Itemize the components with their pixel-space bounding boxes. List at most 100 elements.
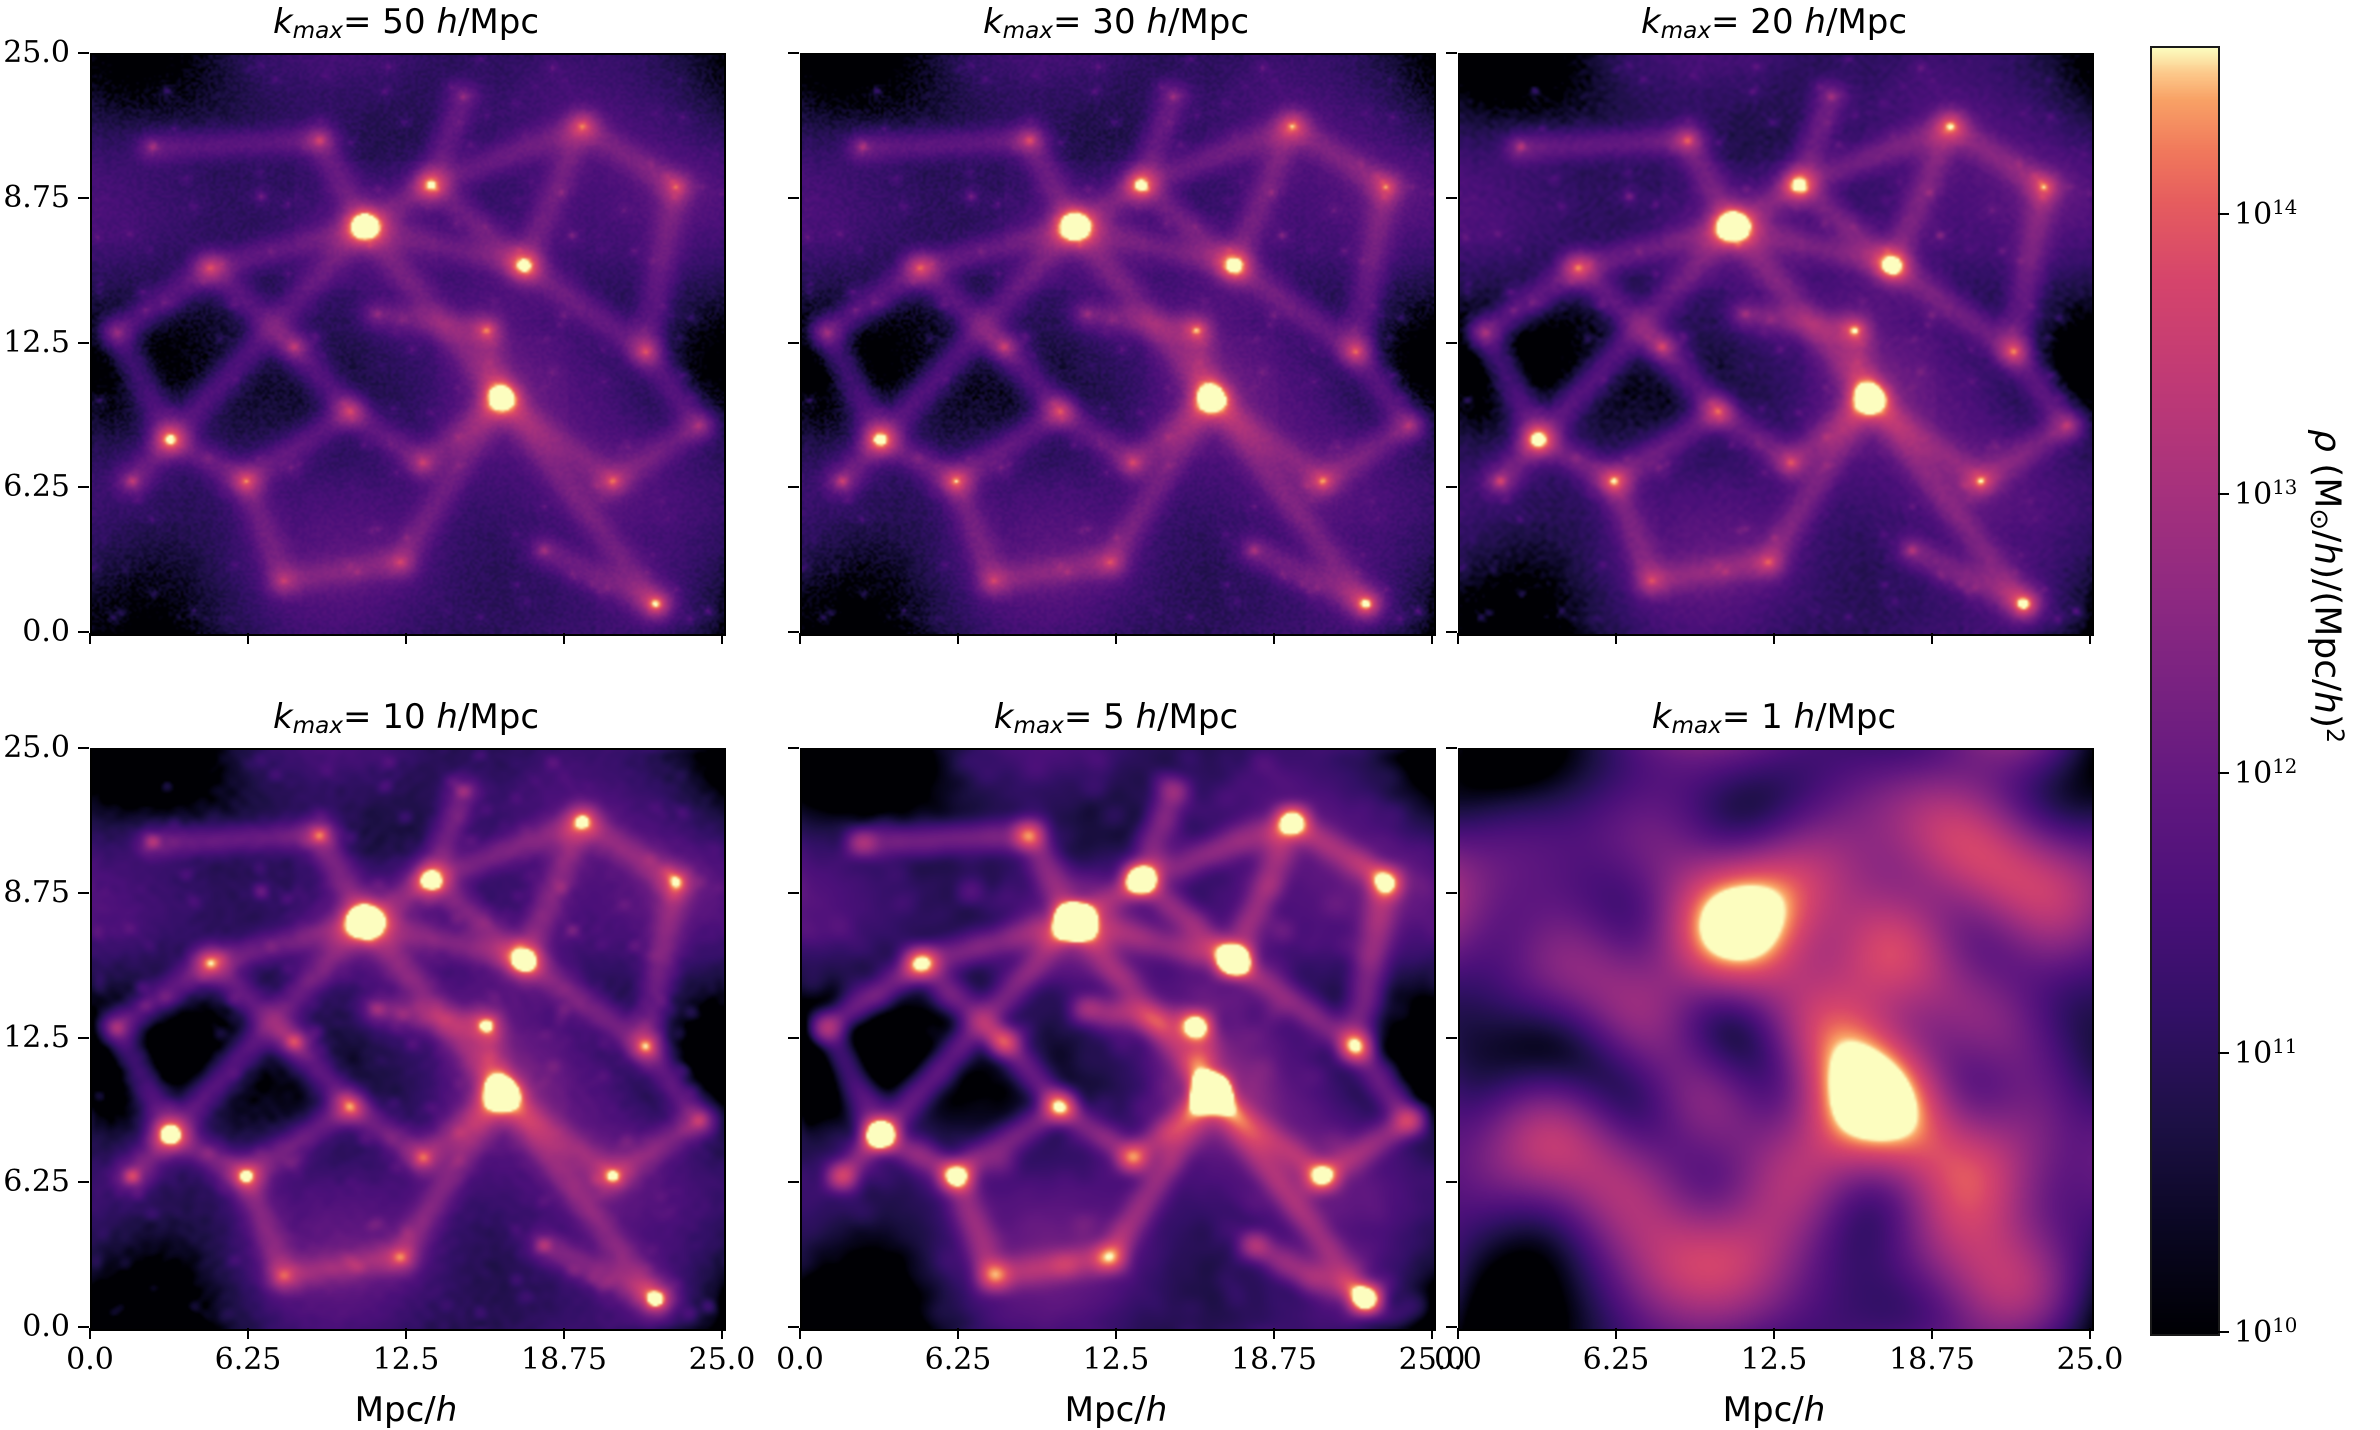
y-tick [78, 486, 89, 489]
y-tick [78, 52, 89, 54]
x-tick [1273, 633, 1275, 644]
colorbar-tick [2218, 772, 2229, 775]
x-tick-label: 18.75 [1889, 1342, 1975, 1377]
x-tick [1773, 633, 1775, 644]
y-tick-label: 6.25 [3, 469, 70, 505]
y-tick-label: 0.0 [22, 614, 70, 649]
panel-p1 [90, 53, 726, 636]
x-tick [1431, 633, 1433, 644]
y-tick [1446, 196, 1457, 199]
y-tick [788, 1181, 799, 1184]
x-tick [2089, 1328, 2091, 1339]
y-tick [1446, 1181, 1457, 1184]
colorbar-tick-label: 1011 [2234, 1034, 2298, 1071]
y-tick [788, 196, 799, 199]
density-map-p4 [92, 750, 724, 1329]
colorbar-gradient [2152, 48, 2218, 1334]
y-tick [78, 631, 89, 633]
x-tick [1615, 1328, 1617, 1339]
density-map-p1 [92, 55, 724, 634]
y-tick-label: 25.0 [3, 35, 70, 70]
colorbar [2150, 46, 2220, 1336]
y-tick [788, 1036, 799, 1039]
x-tick-label: 25.0 [1398, 1342, 1466, 1377]
colorbar-tick-label: 1012 [2234, 754, 2298, 792]
panel-p2 [800, 53, 1436, 636]
panel-p3 [1458, 53, 2094, 636]
x-tick-label: 0.0 [776, 1342, 824, 1377]
y-tick [788, 341, 799, 344]
panel-title-p6: kmax= 1 h/Mpc [1651, 697, 1897, 740]
x-tick [89, 1328, 91, 1339]
x-tick [1431, 1328, 1433, 1339]
x-axis-label: Mpc/h [354, 1390, 458, 1430]
y-tick-label: 12.5 [3, 324, 70, 360]
x-tick-label: 12.5 [1082, 1342, 1150, 1377]
x-tick-label: 18.75 [1231, 1342, 1317, 1377]
y-tick-label: 0.0 [22, 1309, 70, 1344]
panel-title-p3: kmax= 20 h/Mpc [1640, 2, 1908, 45]
x-tick [1931, 1328, 1933, 1339]
x-tick [799, 633, 801, 644]
y-tick [78, 1326, 89, 1328]
x-tick-label: 6.25 [924, 1342, 992, 1377]
x-tick [247, 633, 249, 644]
colorbar-tick-label: 1013 [2234, 475, 2298, 512]
panel-p5 [800, 748, 1436, 1331]
panel-title-p2: kmax= 30 h/Mpc [982, 2, 1250, 45]
colorbar-label: ρ (M⊙/h)/(Mpc/h)2 [2303, 429, 2349, 744]
x-tick [405, 633, 407, 644]
y-tick [788, 486, 799, 489]
x-tick [721, 633, 723, 644]
x-tick [1115, 633, 1117, 644]
x-tick [405, 1328, 407, 1339]
y-tick [1446, 486, 1457, 489]
y-tick [788, 1326, 799, 1328]
y-tick [78, 1036, 89, 1039]
x-axis-label: Mpc/h [1722, 1390, 1826, 1430]
x-tick [799, 1328, 801, 1339]
x-tick [1615, 633, 1617, 644]
y-tick [1446, 341, 1457, 344]
x-axis-label: Mpc/h [1064, 1390, 1168, 1430]
colorbar-tick [2218, 213, 2229, 216]
x-tick [1931, 633, 1933, 644]
y-tick [1446, 891, 1457, 894]
density-map-p3 [1460, 55, 2092, 634]
y-tick-label: 6.25 [3, 1164, 70, 1200]
panel-title-p1: kmax= 50 h/Mpc [272, 2, 540, 45]
colorbar-tick-label: 1014 [2234, 196, 2298, 233]
x-tick [563, 1328, 565, 1339]
x-tick [2089, 633, 2091, 644]
x-tick [1115, 1328, 1117, 1339]
density-map-p2 [802, 55, 1434, 634]
y-tick-label: 25.0 [3, 730, 70, 765]
panel-title-p4: kmax= 10 h/Mpc [272, 697, 540, 740]
x-tick-label: 18.75 [521, 1342, 607, 1377]
y-tick [78, 1181, 89, 1184]
x-tick [247, 1328, 249, 1339]
colorbar-tick [2218, 1331, 2229, 1333]
y-tick [1446, 1036, 1457, 1039]
x-tick-label: 12.5 [1740, 1342, 1808, 1377]
colorbar-tick [2218, 1051, 2229, 1054]
panel-p4 [90, 748, 726, 1331]
panel-title-p5: kmax= 5 h/Mpc [993, 697, 1239, 740]
x-tick-label: 25.0 [688, 1342, 756, 1377]
colorbar-tick [2218, 492, 2229, 495]
x-tick [563, 633, 565, 644]
y-tick [1446, 52, 1457, 54]
y-tick [788, 631, 799, 633]
y-tick-label: 18.75 [0, 179, 70, 215]
x-tick [1773, 1328, 1775, 1339]
y-tick [788, 747, 799, 749]
colorbar-tick-label: 1010 [2234, 1313, 2298, 1351]
x-tick [957, 1328, 959, 1339]
x-tick-label: 25.0 [2056, 1342, 2124, 1377]
y-tick [788, 52, 799, 54]
x-tick [721, 1328, 723, 1339]
y-tick [78, 891, 89, 894]
panel-p6 [1458, 748, 2094, 1331]
x-tick-label: 0.0 [1434, 1342, 1482, 1377]
